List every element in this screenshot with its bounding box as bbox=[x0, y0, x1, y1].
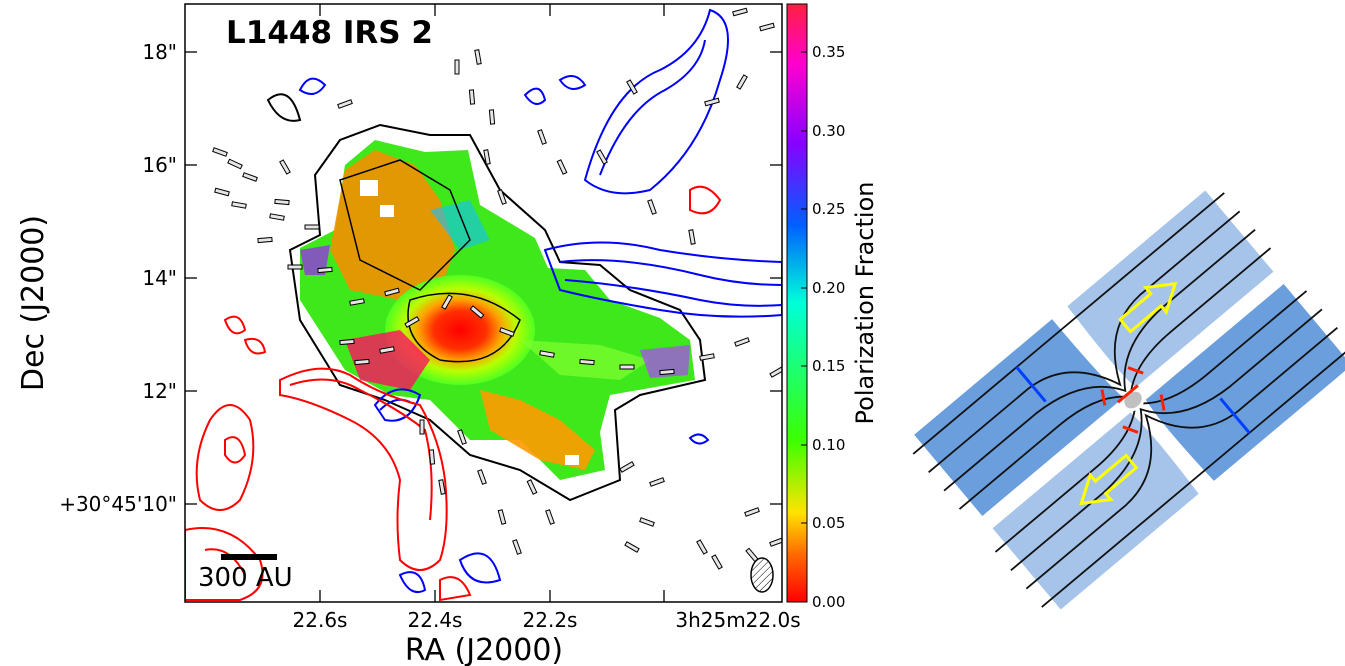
field-lines bbox=[912, 192, 1345, 608]
axis-ticks bbox=[185, 4, 782, 602]
colorbar-tick-label: 0.10 bbox=[812, 436, 845, 454]
map-title: L1448 IRS 2 bbox=[226, 15, 433, 51]
arrow-up-icon bbox=[1118, 281, 1178, 334]
envelope-region bbox=[914, 283, 1345, 517]
colorbar-tick-label: 0.05 bbox=[812, 514, 845, 532]
arrow-down-icon bbox=[1079, 453, 1139, 506]
y-tick-label: 18" bbox=[142, 40, 177, 64]
y-tick-label: 16" bbox=[142, 153, 177, 177]
polarization-map: L1448 IRS 2 300 AU 22.6s 22.4s 22.2s 3h2… bbox=[16, 3, 801, 666]
colorbar-gradient bbox=[786, 3, 808, 603]
y-axis-title: Dec (J2000) bbox=[16, 215, 51, 391]
x-tick-label: 22.2s bbox=[523, 608, 578, 632]
y-tick-label: 14" bbox=[142, 266, 177, 290]
scale-bar-label: 300 AU bbox=[198, 563, 293, 593]
colorbar-tick-label: 0.35 bbox=[812, 43, 845, 61]
red-polarization-segments bbox=[1100, 366, 1166, 434]
blueshifted-contours bbox=[298, 8, 782, 594]
x-tick-label: 22.4s bbox=[408, 608, 463, 632]
y-tick-labels: 18" 16" 14" 12" +30°45'10" bbox=[59, 40, 177, 516]
dust-contours bbox=[266, 93, 707, 502]
colorbar: 0.35 0.30 0.25 0.20 0.15 0.10 0.05 0.00 … bbox=[786, 3, 879, 611]
colorbar-tick-label: 0.25 bbox=[812, 200, 845, 218]
x-tick-labels: 22.6s 22.4s 22.2s 3h25m22.0s bbox=[293, 608, 801, 632]
outflow-arrows bbox=[1079, 281, 1178, 506]
colorbar-title: Polarization Fraction bbox=[851, 182, 879, 425]
colorbar-ticks bbox=[801, 51, 807, 524]
beam-ellipse bbox=[750, 557, 774, 593]
colorbar-tick-label: 0.30 bbox=[812, 122, 845, 140]
y-tick-label: +30°45'10" bbox=[59, 492, 177, 516]
y-tick-label: 12" bbox=[142, 379, 177, 403]
colorbar-tick-label: 0.00 bbox=[812, 593, 845, 611]
x-tick-label: 22.6s bbox=[293, 608, 348, 632]
x-tick-label: 3h25m22.0s bbox=[675, 608, 800, 632]
schematic-diagram bbox=[912, 190, 1345, 610]
x-axis-title: RA (J2000) bbox=[405, 633, 563, 666]
polarization-fraction-map bbox=[300, 140, 695, 480]
outflow-cavity bbox=[992, 190, 1274, 610]
blue-polarization-segments bbox=[1015, 366, 1251, 434]
colorbar-tick-label: 0.15 bbox=[812, 357, 845, 375]
polarization-segments bbox=[212, 7, 782, 570]
map-frame bbox=[184, 3, 783, 603]
colorbar-tick-label: 0.20 bbox=[812, 279, 845, 297]
